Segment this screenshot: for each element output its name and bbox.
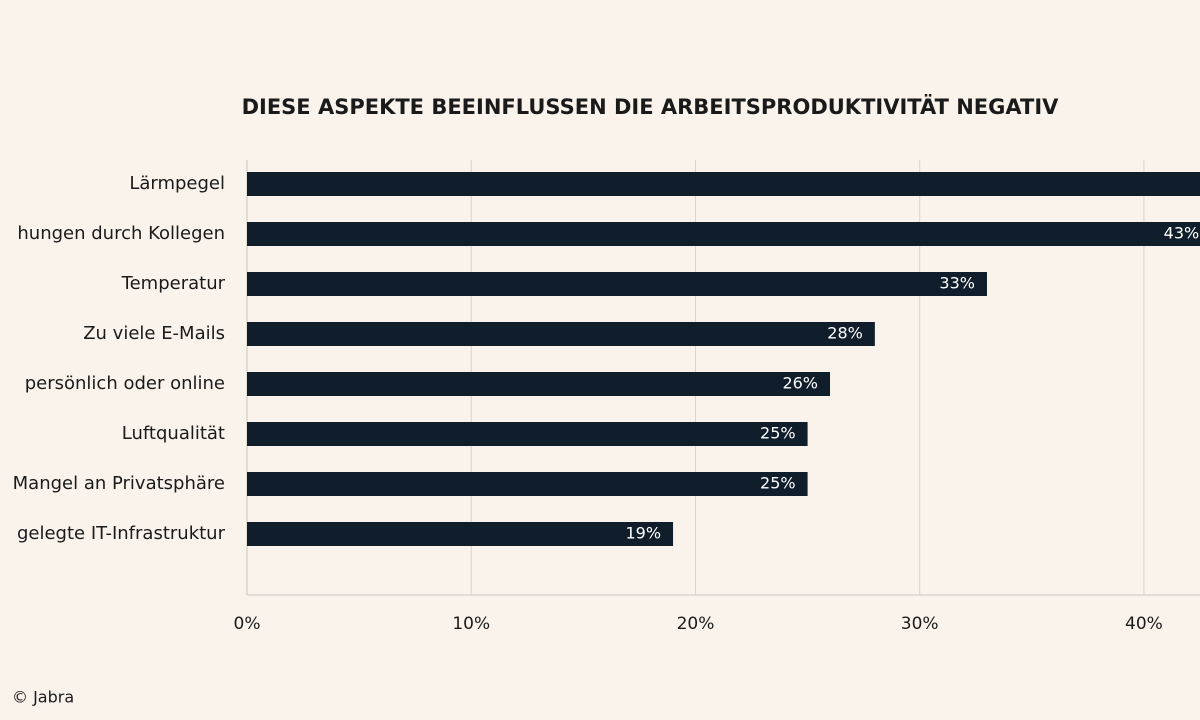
y-tick-label: Zu viele E-Mails — [83, 323, 225, 344]
bar — [247, 272, 987, 296]
value-label: 19% — [625, 524, 661, 543]
y-tick-label: Mangel an Privatsphäre — [13, 473, 225, 494]
value-label: 25% — [760, 424, 796, 443]
y-tick-label: persönlich oder online — [25, 373, 225, 394]
bar — [247, 322, 875, 346]
bar — [247, 472, 808, 496]
x-tick-label: 20% — [677, 614, 715, 634]
bar — [247, 522, 674, 546]
value-label: 28% — [827, 324, 863, 343]
x-tick-label: 30% — [901, 614, 939, 634]
bar — [247, 222, 1200, 246]
bar — [247, 422, 808, 446]
credit: © Jabra — [12, 688, 74, 707]
y-tick-label: Luftqualität — [122, 423, 225, 444]
value-label: 26% — [782, 374, 818, 393]
value-label: 43% — [1164, 224, 1200, 243]
x-tick-label: 0% — [234, 614, 261, 634]
value-label: 25% — [760, 474, 796, 493]
value-label: 33% — [939, 274, 975, 293]
x-tick-label: 10% — [452, 614, 490, 634]
bar — [247, 172, 1200, 196]
y-tick-label: Lärmpegel — [129, 173, 225, 194]
y-tick-label: gelegte IT-Infrastruktur — [17, 523, 226, 544]
bar — [247, 372, 831, 396]
x-tick-label: 40% — [1125, 614, 1163, 634]
y-tick-label: hungen durch Kollegen — [17, 223, 225, 244]
chart-title: DIESE ASPEKTE BEEINFLUSSEN DIE ARBEITSPR… — [242, 94, 1060, 119]
y-tick-label: Temperatur — [121, 273, 226, 294]
